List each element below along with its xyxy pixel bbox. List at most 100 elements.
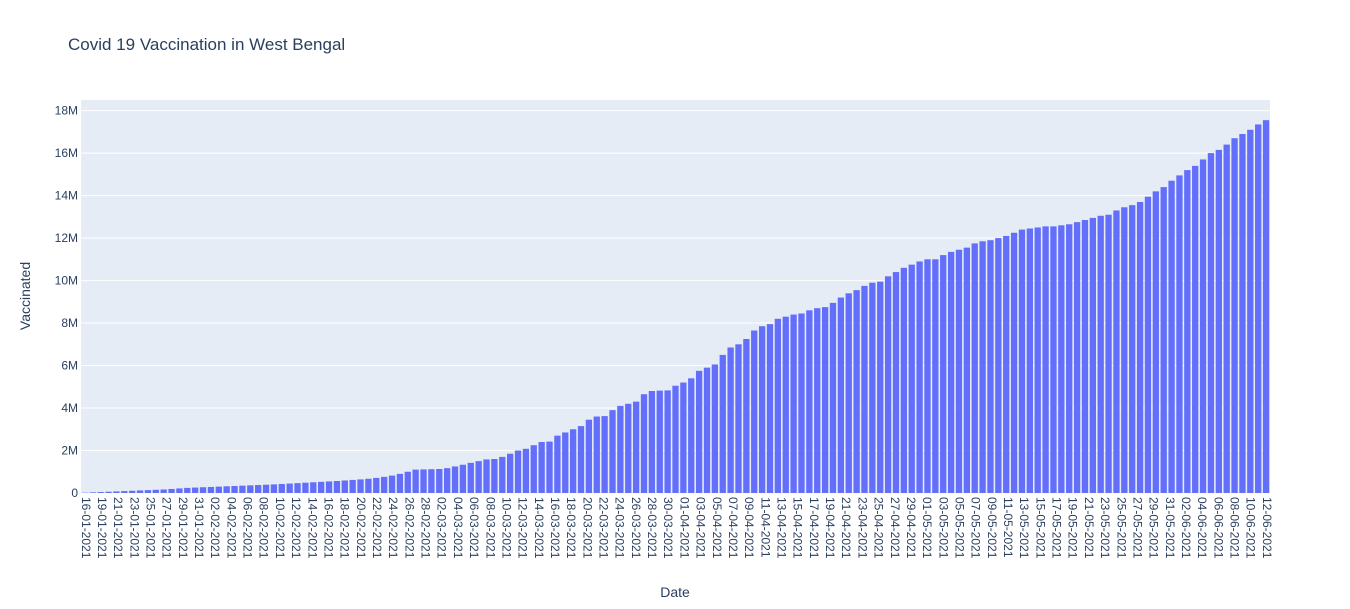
- bar: [1207, 153, 1215, 494]
- bar: [89, 492, 96, 493]
- bar: [845, 293, 852, 493]
- bar: [837, 297, 845, 493]
- bar: [1129, 205, 1136, 493]
- bar: [1058, 225, 1065, 493]
- bar: [577, 426, 585, 493]
- y-tick-label: 16M: [55, 146, 78, 160]
- x-tick-label: 09-05-2021: [985, 497, 999, 559]
- bar: [136, 490, 144, 493]
- x-tick-label: 31-05-2021: [1163, 497, 1177, 559]
- x-tick-label: 08-02-2021: [257, 497, 271, 559]
- bar: [1089, 217, 1096, 493]
- y-tick-label: 12M: [55, 231, 78, 245]
- bar: [349, 479, 356, 493]
- x-tick-label: 16-02-2021: [321, 497, 335, 559]
- bar: [585, 419, 593, 493]
- bar: [223, 486, 230, 493]
- x-tick-label: 18-03-2021: [564, 497, 578, 559]
- x-tick-label: 09-04-2021: [742, 497, 756, 559]
- x-tick-label: 22-03-2021: [597, 497, 611, 559]
- x-tick-label: 07-04-2021: [726, 497, 740, 559]
- x-tick-label: 08-06-2021: [1228, 497, 1242, 559]
- x-tick-label: 24-02-2021: [386, 497, 400, 559]
- bar: [814, 308, 821, 493]
- bar: [396, 473, 404, 493]
- x-tick-label: 02-02-2021: [208, 497, 222, 559]
- bar: [381, 476, 388, 493]
- bar: [333, 481, 341, 493]
- x-tick-label: 21-05-2021: [1082, 497, 1096, 559]
- y-tick-label: 8M: [61, 316, 78, 330]
- bar: [751, 330, 758, 493]
- x-tick-label: 06-03-2021: [467, 497, 481, 559]
- x-tick-label: 17-05-2021: [1050, 497, 1064, 559]
- bar: [1050, 226, 1057, 493]
- x-tick-label: 25-04-2021: [872, 497, 886, 559]
- bar: [1010, 232, 1018, 493]
- x-tick-label: 20-03-2021: [580, 497, 594, 559]
- bar: [625, 403, 632, 493]
- x-tick-label: 19-04-2021: [823, 497, 837, 559]
- x-tick-label: 31-01-2021: [192, 497, 206, 559]
- bar: [656, 390, 663, 493]
- x-tick-label: 25-01-2021: [143, 497, 157, 559]
- bar: [1223, 144, 1230, 494]
- bar: [1215, 149, 1222, 494]
- x-tick-label: 11-04-2021: [758, 497, 772, 558]
- bar: [239, 485, 246, 493]
- bar: [444, 468, 451, 493]
- bar: [294, 483, 301, 493]
- bar: [255, 485, 262, 493]
- x-tick-label: 03-05-2021: [936, 497, 950, 559]
- chart-title: Covid 19 Vaccination in West Bengal: [68, 35, 345, 54]
- x-tick-label: 25-05-2021: [1114, 497, 1128, 559]
- bar: [569, 429, 577, 493]
- x-tick-label: 02-06-2021: [1179, 497, 1193, 559]
- bar: [782, 316, 789, 493]
- bar: [711, 364, 719, 493]
- bar: [412, 469, 419, 493]
- y-tick-label: 4M: [61, 401, 78, 415]
- bar: [688, 378, 695, 493]
- x-tick-label: 24-03-2021: [613, 497, 627, 559]
- bar: [451, 466, 459, 493]
- bar: [1136, 201, 1144, 493]
- x-tick-label: 27-05-2021: [1130, 497, 1144, 559]
- x-tick-label: 28-02-2021: [419, 497, 433, 559]
- x-tick-label: 20-02-2021: [354, 497, 368, 559]
- bar: [1034, 227, 1041, 493]
- bar: [373, 477, 380, 493]
- x-tick-label: 04-03-2021: [451, 497, 465, 559]
- bar: [113, 491, 120, 493]
- y-tick-label: 14M: [55, 189, 78, 203]
- x-tick-label: 29-01-2021: [176, 497, 190, 559]
- x-tick-label: 12-06-2021: [1260, 497, 1274, 559]
- bar: [892, 272, 900, 493]
- bar: [617, 405, 624, 493]
- bar: [695, 370, 703, 493]
- x-tick-label: 29-05-2021: [1147, 497, 1161, 559]
- x-tick-label: 01-05-2021: [920, 497, 934, 559]
- bar: [735, 344, 742, 493]
- bar: [420, 469, 427, 493]
- bar: [924, 259, 931, 493]
- bar: [388, 475, 396, 493]
- bar: [1018, 229, 1026, 493]
- bar: [436, 469, 443, 493]
- x-axis-title: Date: [660, 584, 690, 600]
- bar: [601, 416, 608, 493]
- x-tick-label: 23-01-2021: [127, 497, 141, 559]
- bar: [341, 480, 348, 493]
- bar: [640, 394, 648, 493]
- x-tick-label: 10-02-2021: [273, 497, 287, 559]
- bar: [1081, 220, 1089, 493]
- bar: [546, 441, 553, 493]
- bar: [286, 483, 293, 493]
- x-tick-label: 05-05-2021: [952, 497, 966, 559]
- y-tick-label: 2M: [61, 444, 78, 458]
- x-tick-label: 27-01-2021: [160, 497, 174, 559]
- x-tick-label: 10-06-2021: [1244, 497, 1258, 559]
- bar: [727, 347, 734, 493]
- bar: [270, 484, 278, 493]
- bar: [900, 267, 907, 493]
